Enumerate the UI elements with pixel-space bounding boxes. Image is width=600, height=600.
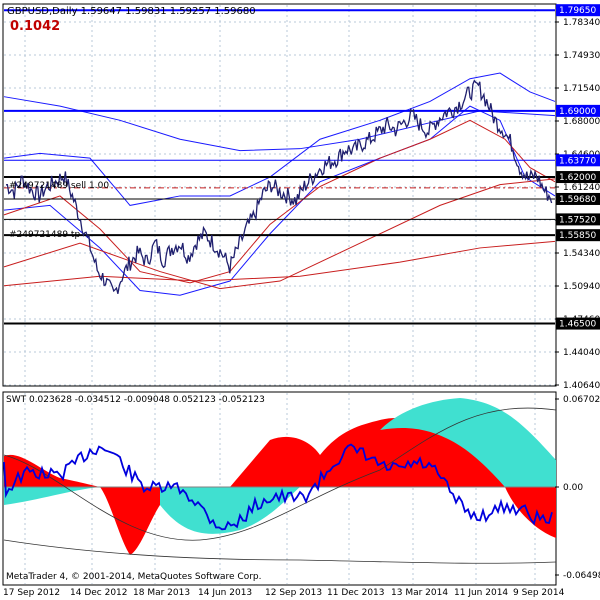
swt-cyan-area xyxy=(4,487,100,505)
date-tick-label: 11 Dec 2013 xyxy=(327,588,385,598)
ma-red-mid xyxy=(3,178,556,290)
swt-indicator xyxy=(3,398,557,564)
swt-envelope xyxy=(3,539,557,564)
date-tick-label: 18 Mar 2013 xyxy=(133,588,190,598)
sub-tick-label: 0.067025 xyxy=(563,395,600,405)
sub-axis: 0.067025 0.00 -0.064987 xyxy=(555,395,600,581)
date-tick-label: 14 Jun 2013 xyxy=(198,588,252,598)
main-grid xyxy=(4,5,555,386)
date-tick-label: 11 Jun 2014 xyxy=(454,588,508,598)
sub-tick-label: -0.064987 xyxy=(563,571,600,581)
order-entry-label: #249721489 sell 1.00 xyxy=(9,181,109,191)
symbol-info: GBPUSD,Daily 1.59647 1.59831 1.59257 1.5… xyxy=(7,6,256,17)
price-hline-badge xyxy=(556,154,600,167)
price-tick-label: 1.44040 xyxy=(563,348,600,358)
price-hline-label: 1.57520 xyxy=(559,215,596,225)
date-tick-label: 12 Sep 2013 xyxy=(265,588,322,598)
order-tp-label: #249721489 tp xyxy=(9,230,80,240)
price-tick-label: 1.78340 xyxy=(563,18,600,28)
price-tick-label: 1.74930 xyxy=(563,51,600,61)
price-tick-label: 1.40640 xyxy=(563,381,600,391)
swt-envelope xyxy=(3,407,557,541)
date-tick-label: 13 Mar 2014 xyxy=(391,588,448,598)
ma-blue-band-upper xyxy=(3,72,556,206)
swt-red-area xyxy=(100,487,230,555)
price-hline-badge xyxy=(556,229,600,242)
price-hline-badge xyxy=(556,171,600,184)
price-hline-label: 1.46500 xyxy=(559,320,596,330)
indicator-value: 0.1042 xyxy=(10,19,60,34)
horizontal-lines[interactable] xyxy=(4,9,555,325)
swt-red-area xyxy=(505,487,556,538)
price-hline-label: 1.59680 xyxy=(559,195,596,205)
price-tick-label: 1.50940 xyxy=(563,282,600,292)
price-hline-badge xyxy=(556,317,600,330)
main-chart-frame xyxy=(2,3,557,387)
price-hline-label: 1.63770 xyxy=(559,156,596,166)
copyright-text: MetaTrader 4, © 2001-2014, MetaQuotes So… xyxy=(6,572,262,582)
price-hline-badge xyxy=(556,104,600,117)
price-hline-label: 1.69000 xyxy=(559,107,596,117)
price-hline-label: 1.55850 xyxy=(559,231,596,241)
price-hline-badge xyxy=(556,213,600,226)
price-hline-label: 1.79650 xyxy=(559,6,596,16)
price-series xyxy=(5,79,553,294)
swt-red-area xyxy=(4,454,100,487)
sub-window-title: SWT 0.023628 -0.034512 -0.009048 0.05212… xyxy=(6,395,265,405)
price-tick-label: 1.61240 xyxy=(563,183,600,193)
date-axis: 17 Sep 2012 14 Dec 2012 18 Mar 2013 14 Jun … xyxy=(3,588,565,598)
swt-cyan-area xyxy=(380,398,556,487)
price-tick-label: 1.68000 xyxy=(563,117,600,127)
price-tick-label: 1.71540 xyxy=(563,84,600,94)
swt-blue-line xyxy=(3,443,553,531)
price-tick-label: 1.54340 xyxy=(563,249,600,259)
date-tick-label: 17 Sep 2012 xyxy=(3,588,60,598)
price-line xyxy=(5,79,553,294)
date-tick-label: 9 Sep 2014 xyxy=(513,588,565,598)
price-hline-badge xyxy=(556,192,600,205)
price-hline-label: 1.62000 xyxy=(559,173,596,183)
date-tick-label: 14 Dec 2012 xyxy=(70,588,128,598)
ma-blue-long xyxy=(3,96,556,152)
sub-tick-label: 0.00 xyxy=(563,483,583,493)
swt-cyan-area xyxy=(160,487,300,534)
hline-price-labels: 1.79650 1.69000 1.63770 1.62000 1.59680 1.575… xyxy=(556,4,600,330)
price-hline-badge xyxy=(556,4,600,17)
